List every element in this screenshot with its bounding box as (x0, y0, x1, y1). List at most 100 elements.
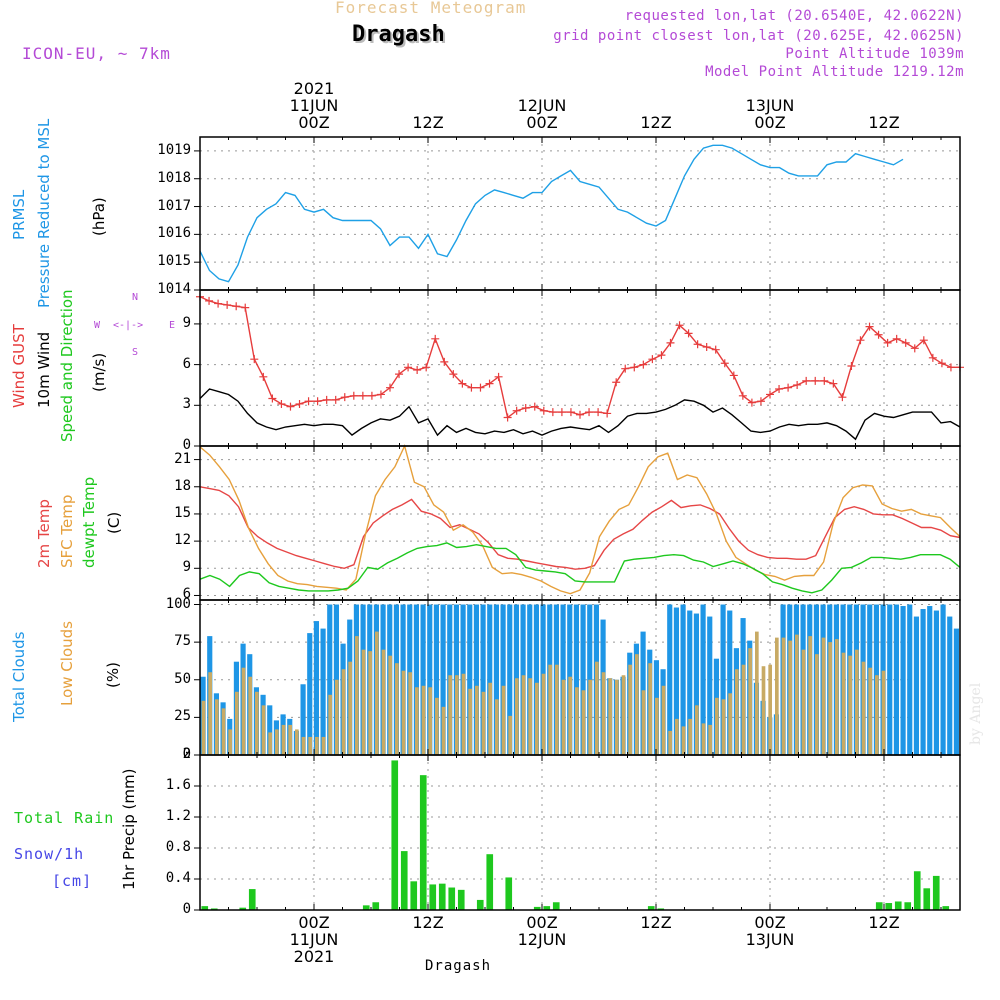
rain-bar (533, 906, 541, 910)
low-cloud-bar (701, 723, 706, 755)
total-cloud-bar (507, 604, 513, 755)
low-cloud-bar (708, 724, 712, 755)
ytick-label-pressure: 1019 (157, 141, 191, 158)
gust-marker (467, 383, 476, 392)
low-cloud-bar (435, 697, 439, 755)
ytick-label-precipitation: 0.4 (165, 870, 191, 886)
gust-marker (729, 371, 738, 380)
time-label-top: 2021 (293, 79, 335, 98)
rain-bar (885, 903, 893, 910)
low-cloud-bar (308, 736, 312, 755)
low-cloud-bar (255, 691, 259, 755)
total-cloud-bar (580, 604, 586, 755)
temp-line-0 (199, 486, 961, 570)
ytick-label-temperature: 12 (174, 532, 191, 549)
total-cloud-bar (913, 616, 919, 755)
gust-marker (648, 355, 657, 364)
requested-coords: requested lon,lat (20.6540E, 42.0622N) (624, 8, 964, 24)
gust-marker (277, 399, 286, 408)
low-cloud-bar (621, 675, 626, 755)
rain-bar (201, 906, 209, 910)
total-cloud-bar (707, 616, 713, 755)
ytick-label-pressure: 1018 (157, 169, 191, 186)
point-altitude: Point Altitude 1039m (785, 46, 964, 62)
time-label-bottom: 00Z (298, 913, 330, 932)
low-cloud-bar (321, 736, 326, 755)
total-cloud-bar (687, 610, 693, 755)
gust-marker (766, 390, 774, 399)
total-cloud-bar (420, 604, 426, 755)
compass-s: S (132, 347, 139, 358)
time-label-top: 00Z (754, 113, 786, 132)
gust-marker (937, 359, 946, 368)
gust-marker (250, 355, 259, 364)
low-cloud-bar (275, 729, 279, 755)
rain-bar (410, 881, 418, 910)
low-cloud-bar (755, 631, 759, 755)
ytick-label-temperature: 15 (174, 504, 191, 521)
low-cloud-bar (441, 706, 446, 755)
ytick-label-wind: 0 (182, 437, 191, 453)
total-cloud-bar (667, 604, 673, 755)
gust-marker (349, 391, 358, 400)
temp-dewpt-title: dewpt Temp (80, 476, 98, 568)
low-cloud-bar (808, 636, 812, 755)
gust-marker (630, 363, 639, 372)
time-label-bottom: 12Z (640, 913, 672, 932)
gust-marker (666, 338, 675, 347)
total-cloud-bar (940, 604, 946, 755)
snow-title: Snow/1h (14, 845, 85, 863)
gust-line (199, 296, 960, 419)
ytick-label-pressure: 1017 (157, 197, 191, 214)
total-cloud-bar (427, 604, 433, 755)
rain-bar (239, 907, 247, 910)
gust-marker (657, 351, 666, 360)
low-cloud-bar (261, 705, 266, 755)
low-cloud-bar (235, 691, 239, 755)
ytick-label-precipitation: 1.6 (165, 777, 191, 793)
low-cloud-bar (328, 694, 332, 755)
total-cloud-bar (413, 604, 419, 755)
low-cloud-bar (521, 675, 526, 755)
gust-marker (738, 391, 747, 400)
gust-marker (946, 363, 955, 372)
gust-marker (494, 372, 503, 381)
low-cloud-bar (268, 732, 272, 755)
ytick-label-clouds: 75 (174, 633, 191, 650)
ytick-label-precipitation: 0 (182, 901, 191, 917)
low-cloud-bar (575, 687, 579, 755)
low-cloud-bar (648, 663, 652, 755)
ytick-label-wind: 6 (182, 355, 191, 372)
low-cloud-bar (595, 661, 599, 755)
time-label-top: 11JUN (289, 96, 339, 115)
gust-marker (865, 322, 874, 331)
ytick-label-precipitation: 2 (182, 746, 191, 762)
low-cloud-bar (548, 664, 552, 755)
gust-marker (747, 398, 756, 407)
ytick-label-pressure: 1016 (157, 225, 191, 242)
model-name: ICON-EU, ~ 7km (22, 44, 171, 63)
low-cloud-bar (248, 676, 252, 755)
gust-marker (512, 406, 521, 415)
gust-marker (720, 359, 729, 368)
rain-bar (362, 905, 370, 910)
low-cloud-bar (628, 664, 632, 755)
low-cloud-bar (841, 652, 846, 755)
low-cloud-bar (875, 675, 879, 755)
rain-bar (913, 871, 921, 910)
total-cloud-bar (720, 604, 726, 755)
gust-marker (820, 376, 829, 385)
low-cloud-bar (881, 670, 886, 755)
low-cloud-bar (428, 687, 432, 755)
rain-bar (248, 889, 256, 910)
gust-marker (892, 334, 901, 343)
gust-marker (612, 378, 621, 387)
low-cloud-bar (535, 682, 539, 755)
total-cloud-bar (953, 628, 959, 755)
ytick-label-clouds: 25 (174, 708, 191, 725)
low-cloud-bar (855, 649, 859, 755)
ytick-label-wind: 3 (182, 396, 191, 413)
gust-marker (530, 402, 539, 411)
low-cloud-bar (348, 661, 352, 755)
rain-bar (419, 775, 427, 910)
